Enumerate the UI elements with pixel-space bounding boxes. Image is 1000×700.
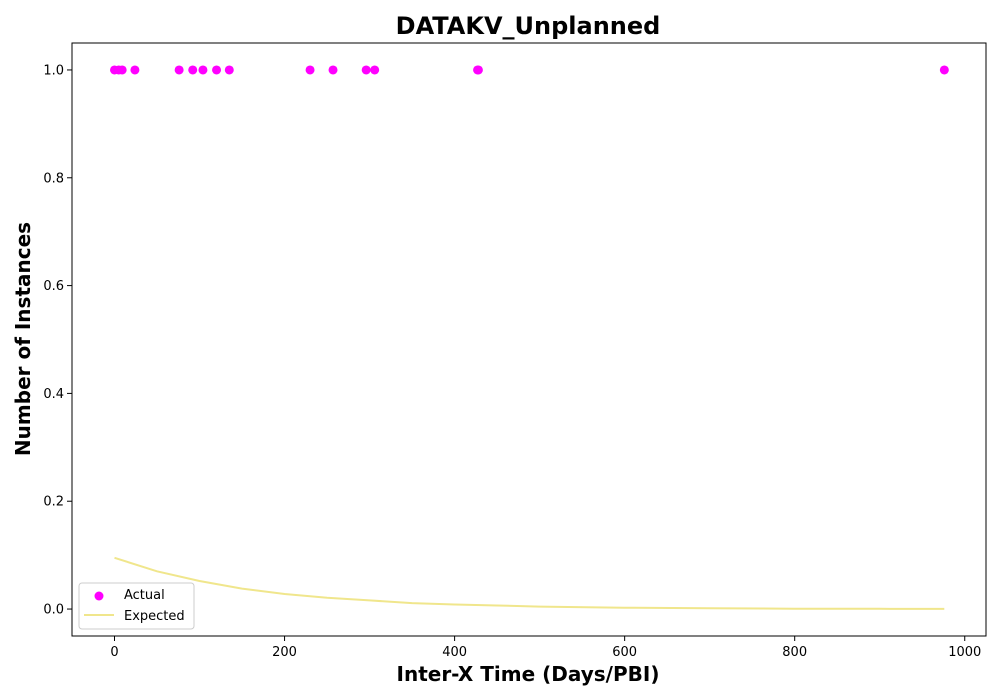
y-tick-label: 0.6	[43, 279, 64, 294]
actual-point	[939, 65, 949, 75]
series-layer	[110, 65, 949, 610]
plot-area: 0 200 400 600 800 1000 0.0 0.2 0.4 0.6 0.8 1.0	[43, 42, 987, 660]
legend-label-expected: Expected	[124, 609, 185, 624]
actual-point	[117, 65, 127, 75]
legend: Actual Expected	[78, 582, 195, 630]
legend-box	[78, 582, 195, 630]
axes-frame	[71, 42, 987, 637]
x-tick-label: 200	[272, 645, 297, 660]
x-tick-label: 600	[612, 645, 637, 660]
actual-point	[198, 65, 208, 75]
y-tick-label: 0.0	[43, 603, 64, 618]
x-axis-label: Inter-X Time (Days/PBI)	[397, 662, 660, 686]
actual-point	[361, 65, 371, 75]
x-tick-label: 1000	[948, 645, 981, 660]
actual-point	[328, 65, 338, 75]
y-tick-label: 0.2	[43, 495, 64, 510]
actual-point	[174, 65, 184, 75]
actual-point	[305, 65, 315, 75]
actual-point	[473, 65, 483, 75]
x-tick-label: 400	[442, 645, 467, 660]
actual-point	[370, 65, 380, 75]
actual-point	[130, 65, 140, 75]
legend-label-actual: Actual	[124, 588, 165, 603]
y-axis: 0.0 0.2 0.4 0.6 0.8 1.0	[43, 63, 72, 618]
actual-point	[212, 65, 222, 75]
y-tick-label: 0.4	[43, 387, 64, 402]
y-tick-label: 1.0	[43, 63, 64, 78]
y-axis-label: Number of Instances	[11, 222, 35, 456]
y-tick-label: 0.8	[43, 171, 64, 186]
chart-title: DATAKV_Unplanned	[396, 12, 661, 40]
x-tick-label: 800	[782, 645, 807, 660]
actual-point	[188, 65, 198, 75]
x-tick-label: 0	[110, 645, 118, 660]
x-axis: 0 200 400 600 800 1000	[110, 636, 981, 660]
expected-line	[114, 556, 945, 610]
legend-marker-actual	[94, 591, 104, 601]
actual-point	[224, 65, 234, 75]
